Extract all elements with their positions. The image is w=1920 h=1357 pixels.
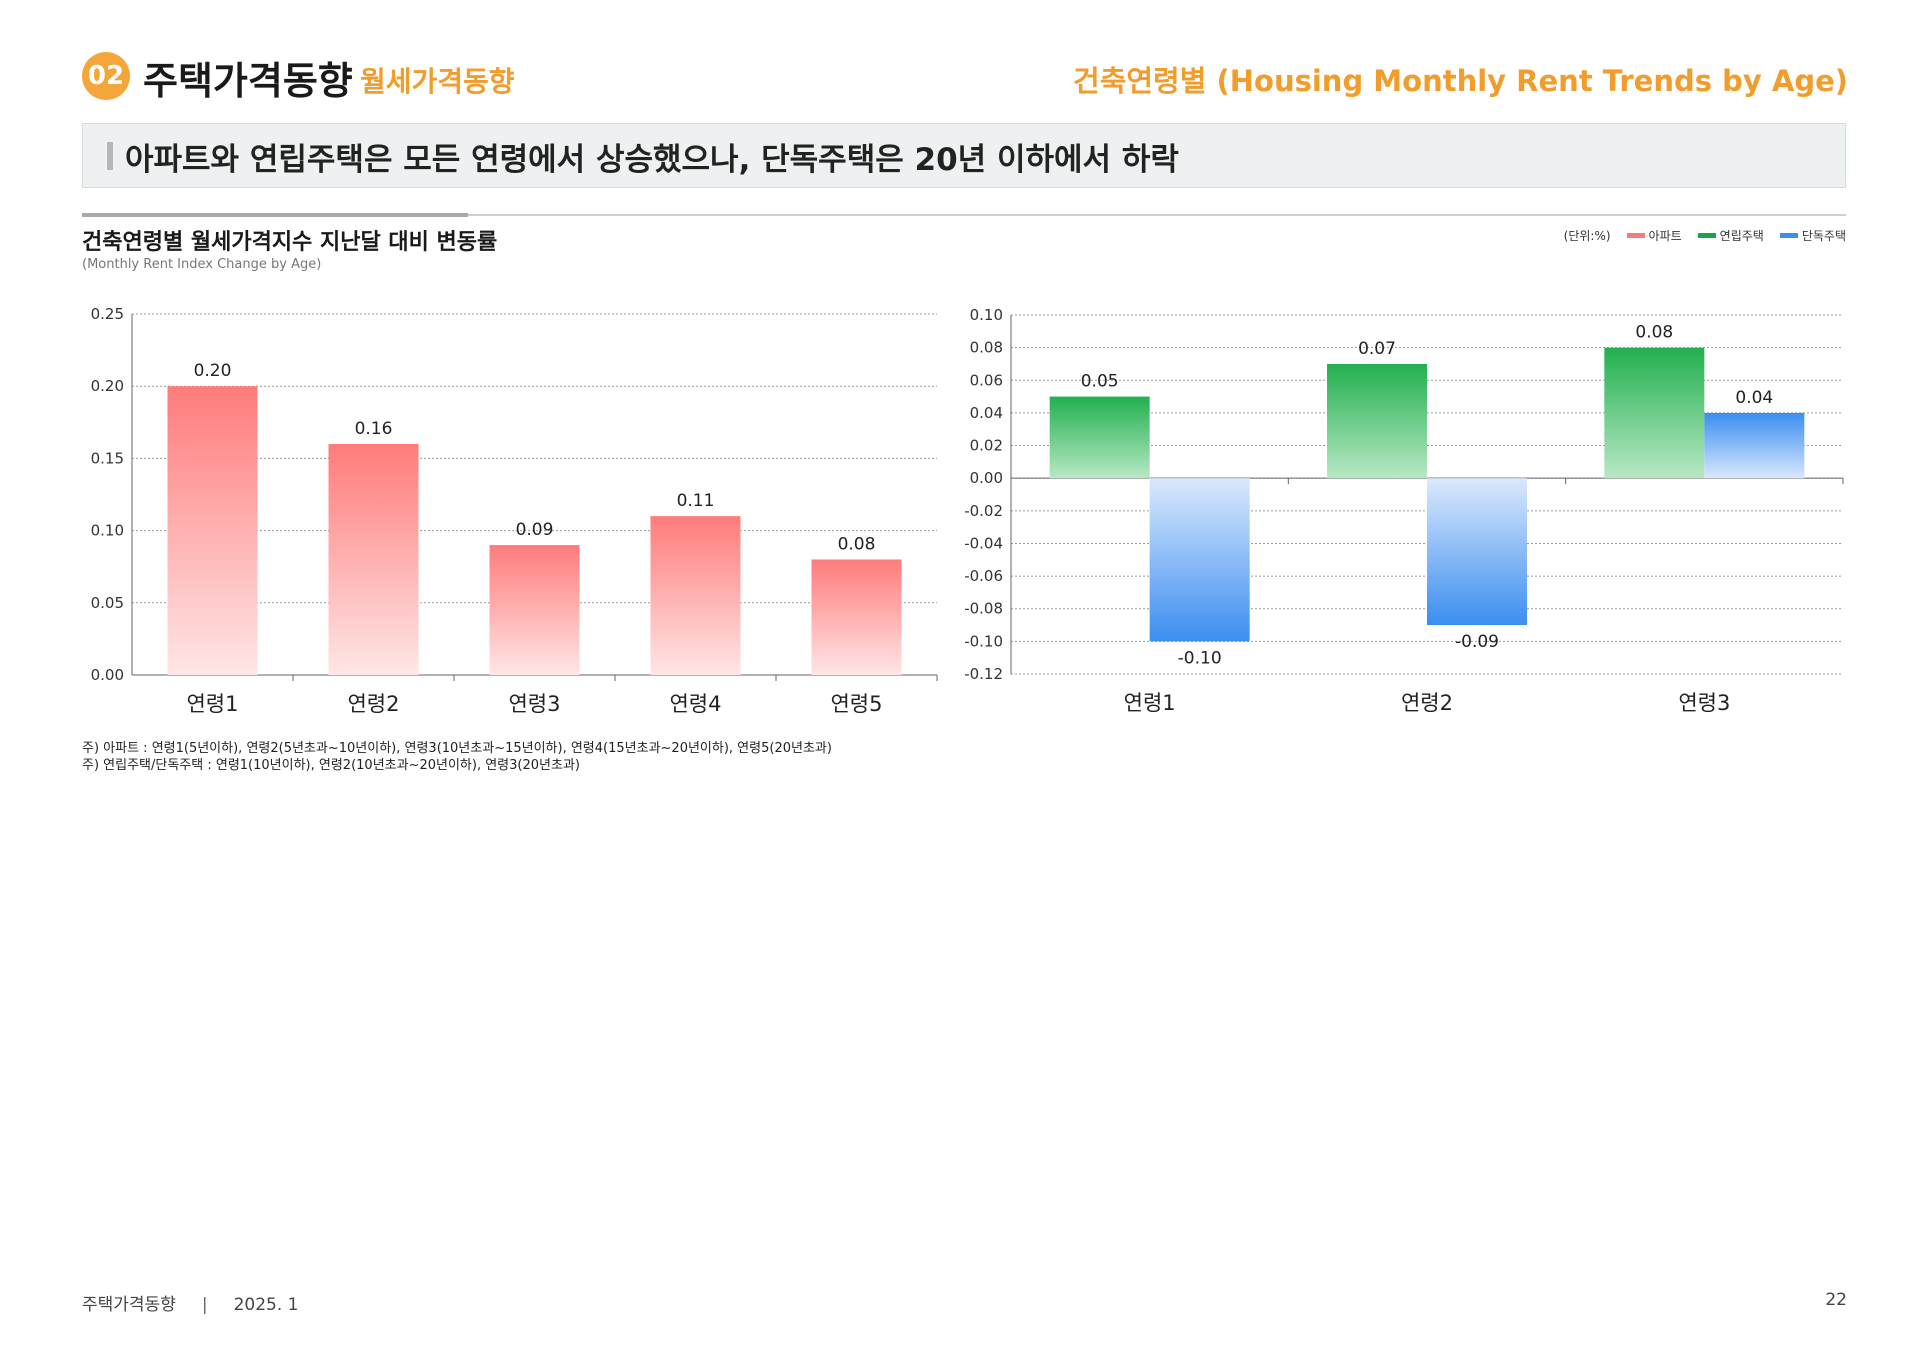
x-category-label: 연령2 — [347, 692, 399, 716]
page-number: 22 — [1825, 1290, 1847, 1310]
x-category-label: 연령2 — [1401, 691, 1453, 715]
chart-subtitle: (Monthly Rent Index Change by Age) — [82, 257, 322, 272]
footnote-row-detached: 주) 연립주택/단독주택 : 연령1(10년이하), 연령2(10년초과~20년… — [82, 758, 580, 773]
y-tick-label: 0.00 — [91, 666, 124, 684]
x-category-label: 연령5 — [830, 692, 882, 716]
bar — [1427, 478, 1527, 626]
legend-label-apartment: 아파트 — [1648, 229, 1682, 243]
y-tick-label: -0.06 — [964, 567, 1003, 585]
data-label: -0.09 — [1455, 632, 1499, 652]
data-label: 0.20 — [194, 361, 232, 381]
divider-line — [82, 214, 1846, 216]
data-label: 0.11 — [677, 491, 715, 511]
y-tick-label: -0.02 — [964, 502, 1003, 520]
headline-accent-bar — [107, 142, 113, 170]
data-label: 0.09 — [516, 520, 554, 540]
footer-publication: 주택가격동향 — [82, 1295, 176, 1315]
section-subtitle: 월세가격동향 — [360, 65, 515, 98]
y-tick-label: 0.04 — [970, 404, 1003, 422]
y-tick-label: 0.02 — [970, 437, 1003, 455]
data-label: 0.07 — [1358, 339, 1396, 359]
footer-separator: | — [201, 1295, 208, 1315]
legend-swatch-apartment — [1626, 233, 1645, 238]
y-tick-label: 0.00 — [970, 469, 1003, 487]
bar — [1604, 347, 1705, 479]
x-category-label: 연령3 — [1678, 691, 1730, 715]
y-tick-label: -0.08 — [964, 600, 1003, 618]
bar — [811, 559, 902, 675]
y-tick-label: -0.10 — [964, 632, 1003, 650]
footer: 주택가격동향 | 2025. 1 — [82, 1290, 298, 1315]
data-label: 0.04 — [1735, 388, 1773, 408]
row-detached-bar-chart: -0.12 -0.10 -0.08 -0.06 -0.04 -0.02 0.00 0.02 0.… — [964, 306, 1844, 715]
legend-item-row-house: 연립주택 — [1697, 227, 1764, 244]
y-tick-label: 0.05 — [91, 594, 124, 612]
data-label: 0.05 — [1081, 372, 1119, 392]
title-underline — [82, 213, 468, 217]
x-category-label: 연령1 — [186, 692, 238, 716]
legend-label-row-house: 연립주택 — [1719, 229, 1764, 243]
y-tick-label: -0.12 — [964, 665, 1003, 683]
data-label: -0.10 — [1178, 648, 1222, 668]
bar — [489, 545, 580, 675]
y-tick-label: 0.06 — [970, 371, 1003, 389]
y-tick-label: -0.04 — [964, 534, 1003, 552]
data-label: 0.08 — [1635, 323, 1673, 343]
legend-swatch-row-house — [1697, 233, 1716, 238]
y-tick-label: 0.08 — [970, 339, 1003, 357]
x-category-label: 연령4 — [669, 692, 721, 716]
section-title: 주택가격동향 — [143, 59, 353, 103]
section-number-badge: 02 — [82, 52, 130, 100]
data-label: 0.16 — [355, 419, 393, 439]
y-tick-label: 0.10 — [970, 306, 1003, 324]
x-category-label: 연령1 — [1124, 691, 1176, 715]
chart-legend: (단위:%) 아파트 연립주택 단독주택 — [1564, 227, 1846, 244]
legend-swatch-detached-house — [1779, 233, 1798, 238]
bar — [1049, 396, 1150, 479]
y-tick-label: 0.25 — [91, 305, 124, 323]
page-topic: 건축연령별 (Housing Monthly Rent Trends by Ag… — [1073, 64, 1848, 98]
data-label: 0.08 — [838, 534, 876, 554]
bar — [650, 516, 741, 675]
y-tick-label: 0.15 — [91, 449, 124, 467]
y-tick-label: 0.20 — [91, 377, 124, 395]
chart-title: 건축연령별 월세가격지수 지난달 대비 변동률 — [82, 230, 498, 255]
bar — [1327, 363, 1427, 479]
y-tick-label: 0.10 — [91, 522, 124, 540]
bar — [1149, 478, 1250, 642]
legend-item-apartment: 아파트 — [1626, 227, 1682, 244]
headline-box: 아파트와 연립주택은 모든 연령에서 상승했으나, 단독주택은 20년 이하에서… — [82, 123, 1846, 188]
bar — [1704, 412, 1805, 479]
footer-date: 2025. 1 — [233, 1295, 299, 1315]
legend-label-detached-house: 단독주택 — [1801, 229, 1846, 243]
bar — [167, 386, 258, 675]
unit-label: (단위:%) — [1563, 229, 1611, 243]
bar — [328, 443, 419, 675]
legend-item-detached-house: 단독주택 — [1779, 227, 1846, 244]
apartment-bar-chart: 0.00 0.05 0.10 0.15 0.20 0.25 0.20 연령1 0.16 연령2 0.… — [91, 305, 938, 716]
x-category-label: 연령3 — [508, 692, 560, 716]
headline-text: 아파트와 연립주택은 모든 연령에서 상승했으나, 단독주택은 20년 이하에서… — [125, 142, 1179, 178]
footnote-apartment: 주) 아파트 : 연령1(5년이하), 연령2(5년초과~10년이하), 연령3… — [82, 741, 832, 756]
